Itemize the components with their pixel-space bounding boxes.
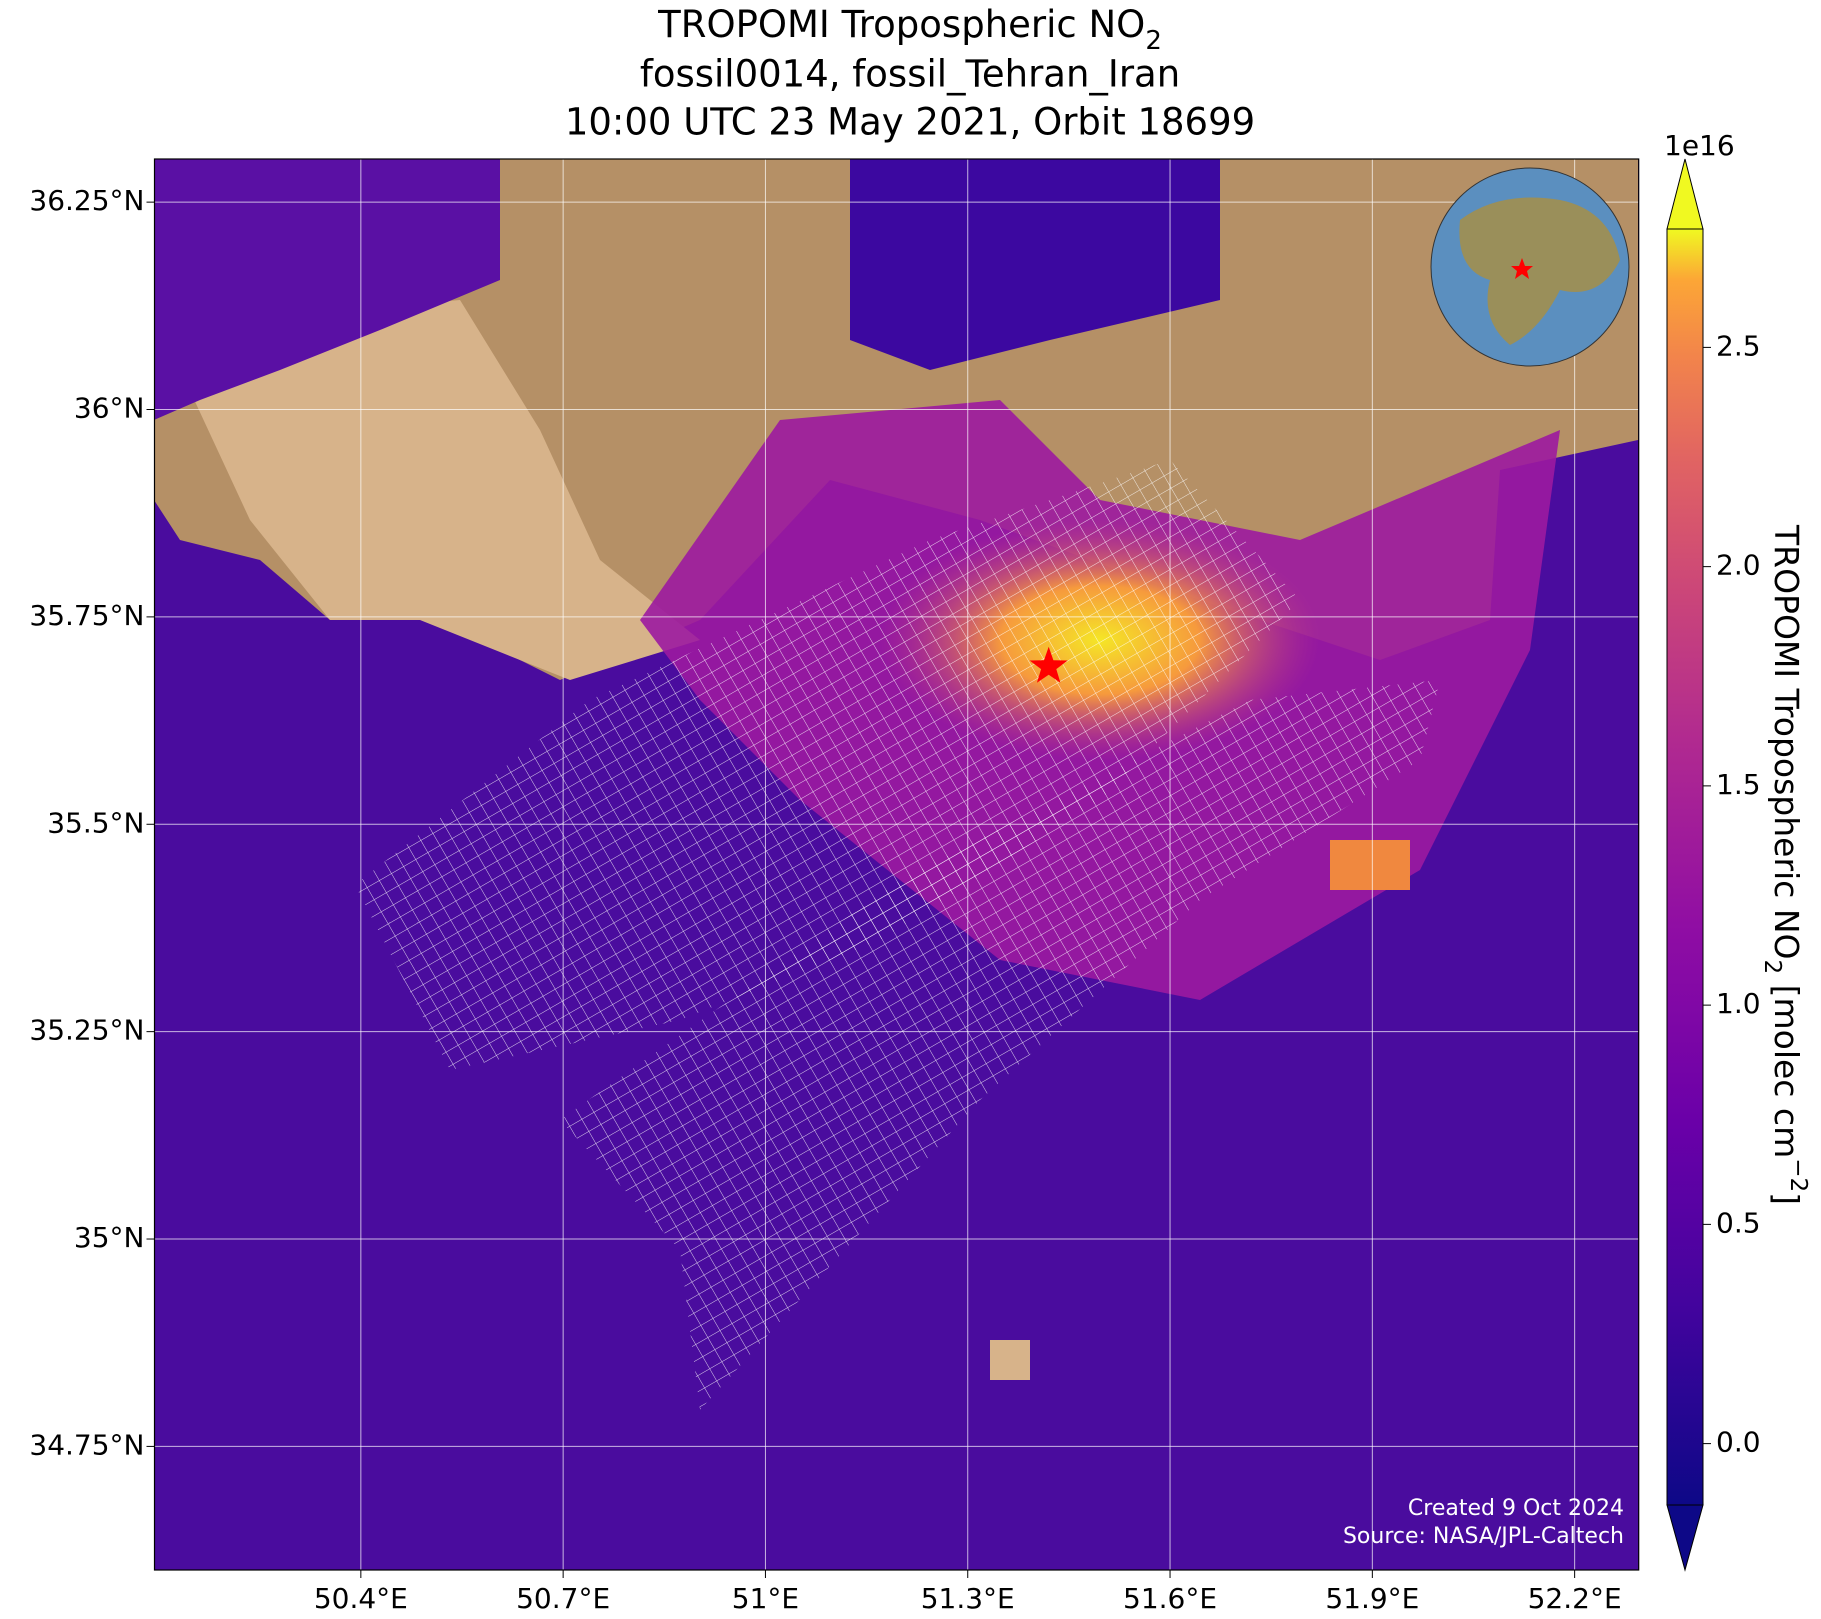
title-line-1: TROPOMI Tropospheric NO2 xyxy=(657,3,1162,56)
y-tick-label: 34.75°N xyxy=(29,1428,144,1461)
map-image xyxy=(154,159,1639,1570)
x-tick-label: 51.3°E xyxy=(921,1582,1015,1615)
y-tick-label: 36°N xyxy=(74,392,145,425)
colorbar-bar xyxy=(1667,229,1703,1505)
colorbar-label-sub: 2 xyxy=(1760,959,1786,974)
colorbar-tick-label: 1.0 xyxy=(1716,987,1761,1020)
x-tick-label: 50.4°E xyxy=(314,1582,408,1615)
colorbar-frame xyxy=(1666,228,1704,1506)
globe-land xyxy=(1459,197,1620,345)
x-tick-label: 51°E xyxy=(732,1582,799,1615)
no2-pixels xyxy=(154,159,500,420)
footprint-mesh xyxy=(560,680,1440,1410)
title-text: TROPOMI Tropospheric NO xyxy=(657,3,1145,46)
desert xyxy=(185,300,700,680)
title-line-2: fossil0014, fossil_Tehran_Iran xyxy=(640,53,1180,96)
footprint-mesh xyxy=(355,460,1300,1070)
footer-source: Source: NASA/JPL-Caltech xyxy=(1343,1524,1624,1549)
y-tick-label: 35°N xyxy=(74,1221,145,1254)
colorbar-label-unit: [molec cm xyxy=(1768,974,1807,1158)
x-tick-label: 51.9°E xyxy=(1325,1582,1419,1615)
colorbar-tick-label: 1.5 xyxy=(1716,768,1761,801)
x-tick-label: 50.7°E xyxy=(516,1582,610,1615)
globe-inset xyxy=(1430,167,1630,367)
x-tick-label: 51.6°E xyxy=(1123,1582,1217,1615)
colorbar-tick-label: 2.0 xyxy=(1716,549,1761,582)
colorbar-tick-label: 2.5 xyxy=(1716,329,1761,362)
globe-marker xyxy=(1511,258,1533,279)
colorbar-tick-label: 0.5 xyxy=(1716,1206,1761,1239)
gap xyxy=(990,1340,1030,1380)
colorbar-extend-min xyxy=(1666,1504,1704,1572)
no2-pixels xyxy=(850,159,1220,370)
y-tick-label: 36.25°N xyxy=(29,184,144,217)
title-subscript: 2 xyxy=(1145,26,1162,56)
graticule xyxy=(154,159,1639,1570)
x-tick-label: 52.2°E xyxy=(1528,1582,1622,1615)
colorbar-label: TROPOMI Tropospheric NO2 [molec cm−2] xyxy=(1760,524,1812,1205)
map-frame xyxy=(153,158,1640,1571)
colorbar-tick-label: 0.0 xyxy=(1716,1426,1761,1459)
y-tick-label: 35.5°N xyxy=(47,806,144,839)
colorbar xyxy=(1666,158,1704,1572)
colorbar-label-end: ] xyxy=(1768,1192,1807,1205)
colorbar-label-text: TROPOMI Tropospheric NO xyxy=(1768,524,1807,960)
site-marker xyxy=(1029,646,1068,683)
title-line-3: 10:00 UTC 23 May 2021, Orbit 18699 xyxy=(565,101,1255,144)
y-tick-label: 35.25°N xyxy=(29,1014,144,1047)
no2-hotspot xyxy=(1330,840,1410,890)
colorbar-extend-max xyxy=(1666,158,1704,230)
footer-created: Created 9 Oct 2024 xyxy=(1408,1496,1624,1521)
y-tick-label: 35.75°N xyxy=(29,599,144,632)
colorbar-label-sup: −2 xyxy=(1786,1158,1812,1192)
colorbar-offset: 1e16 xyxy=(1664,129,1735,162)
